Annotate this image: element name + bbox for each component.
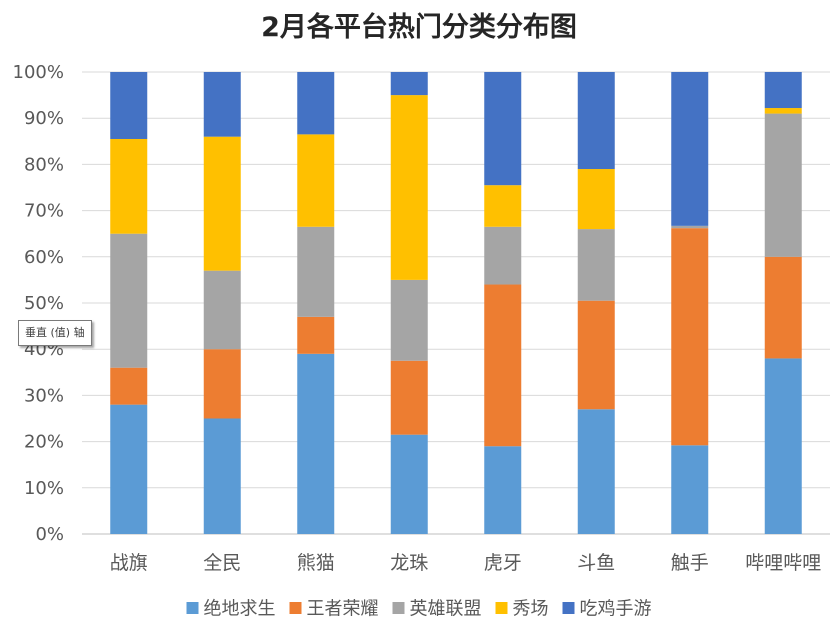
bar-segment[interactable]: [484, 226, 522, 285]
y-tick-label: 80%: [24, 154, 64, 175]
bar-segment[interactable]: [390, 72, 428, 96]
bar-segment[interactable]: [577, 169, 615, 230]
y-tick-label: 0%: [35, 524, 64, 545]
legend-label: 王者荣耀: [307, 599, 379, 620]
gridlines: [82, 71, 830, 535]
legend-label: 英雄联盟: [410, 599, 482, 620]
bar-segment[interactable]: [297, 134, 335, 227]
bar-segment[interactable]: [671, 228, 709, 446]
legend-label: 秀场: [513, 599, 549, 620]
bar-segment[interactable]: [577, 409, 615, 534]
x-tick-label: 触手: [671, 552, 709, 574]
legend-item[interactable]: 吃鸡手游: [562, 599, 652, 620]
axis-tooltip: 垂直 (值) 轴: [18, 320, 92, 346]
bar-segment[interactable]: [484, 185, 522, 227]
bar-segment[interactable]: [390, 434, 428, 534]
bar-segment[interactable]: [764, 72, 802, 109]
bar-segment[interactable]: [390, 360, 428, 435]
y-tick-label: 60%: [24, 247, 64, 268]
x-tick-label: 全民: [203, 552, 241, 574]
bar-segment[interactable]: [203, 136, 241, 271]
x-tick-label: 龙珠: [390, 552, 428, 574]
bar-segment[interactable]: [297, 72, 335, 135]
x-tick-label: 哔哩哔哩: [745, 552, 821, 574]
bar-segment[interactable]: [764, 256, 802, 359]
bar-segment[interactable]: [577, 300, 615, 410]
legend-swatch: [392, 602, 405, 614]
bar-segment[interactable]: [671, 445, 709, 534]
bar-segment[interactable]: [110, 72, 148, 139]
y-tick-label: 10%: [24, 478, 64, 499]
bar-segment[interactable]: [671, 225, 709, 229]
chart-title: 2月各平台热门分类分布图: [261, 11, 577, 43]
bar-segment[interactable]: [297, 316, 335, 354]
bar-segment[interactable]: [203, 72, 241, 137]
bar-segment[interactable]: [577, 72, 615, 170]
bar-segment[interactable]: [764, 108, 802, 114]
x-tick-label: 虎牙: [484, 552, 522, 574]
bar-segment[interactable]: [203, 270, 241, 350]
bar-segment[interactable]: [764, 358, 802, 534]
y-axis-ticks: 0%10%20%30%40%50%60%70%80%90%100%: [13, 62, 64, 545]
bar-segment[interactable]: [390, 95, 428, 280]
bar-segment[interactable]: [671, 72, 709, 226]
bar-segment[interactable]: [484, 446, 522, 534]
bars[interactable]: [110, 72, 802, 534]
bar-segment[interactable]: [110, 404, 148, 534]
y-tick-label: 20%: [24, 432, 64, 453]
legend[interactable]: 绝地求生 王者荣耀 英雄联盟 秀场 吃鸡手游: [186, 599, 652, 620]
legend-item[interactable]: 英雄联盟: [392, 599, 482, 620]
bar-segment[interactable]: [484, 72, 522, 186]
y-tick-label: 100%: [13, 62, 64, 83]
bar-segment[interactable]: [297, 226, 335, 317]
bar-segment[interactable]: [297, 353, 335, 534]
legend-label: 绝地求生: [204, 599, 276, 620]
x-axis-ticks: 战旗 全民 熊猫 龙珠 虎牙 斗鱼 触手 哔哩哔哩: [110, 552, 822, 574]
bar-segment[interactable]: [484, 284, 522, 447]
legend-label: 吃鸡手游: [580, 599, 652, 620]
x-tick-label: 熊猫: [297, 552, 335, 574]
bar-segment[interactable]: [110, 367, 148, 405]
bar-segment[interactable]: [390, 279, 428, 361]
legend-item[interactable]: 秀场: [495, 599, 549, 620]
y-tick-label: 70%: [24, 201, 64, 222]
y-tick-label: 50%: [24, 293, 64, 314]
y-tick-label: 90%: [24, 108, 64, 129]
x-tick-label: 斗鱼: [577, 552, 615, 574]
x-tick-label: 战旗: [110, 552, 148, 574]
bar-segment[interactable]: [203, 349, 241, 419]
legend-swatch: [495, 602, 508, 614]
bar-segment[interactable]: [203, 418, 241, 535]
bar-segment[interactable]: [764, 113, 802, 257]
y-tick-label: 30%: [24, 385, 64, 406]
bar-segment[interactable]: [110, 138, 148, 234]
bar-segment[interactable]: [110, 233, 148, 368]
legend-item[interactable]: 王者荣耀: [289, 599, 379, 620]
bar-segment[interactable]: [577, 229, 615, 301]
legend-item[interactable]: 绝地求生: [186, 599, 276, 620]
legend-swatch: [562, 602, 575, 614]
legend-swatch: [186, 602, 199, 614]
legend-swatch: [289, 602, 302, 614]
